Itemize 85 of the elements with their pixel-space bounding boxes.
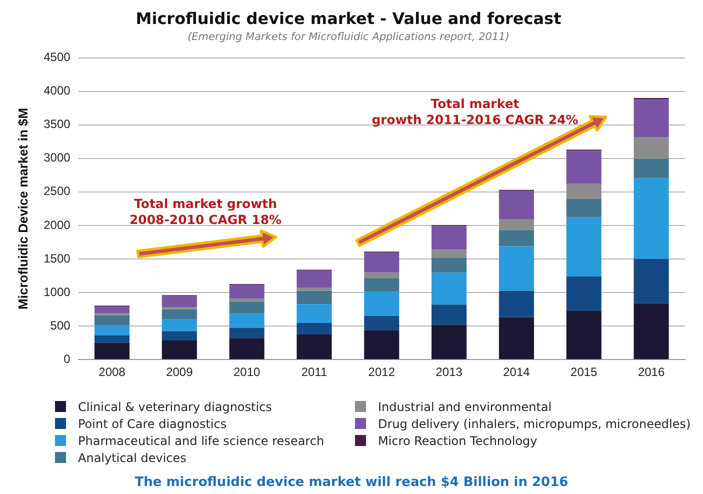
y-tick-label: 3500 bbox=[44, 117, 71, 132]
legend-label: Analytical devices bbox=[78, 450, 186, 464]
annotation: Total market growth 2008-2010 CAGR 18% bbox=[128, 196, 283, 228]
x-tick-label: 2012 bbox=[368, 365, 396, 380]
bar bbox=[296, 288, 332, 291]
chart-title: Microfluidic device market - Value and forecast bbox=[136, 8, 562, 28]
bar bbox=[432, 226, 467, 250]
bar bbox=[364, 252, 400, 272]
y-tick-label: 500 bbox=[50, 318, 71, 332]
bar bbox=[566, 276, 602, 311]
bar bbox=[566, 184, 602, 199]
y-tick-label: 4500 bbox=[44, 50, 71, 64]
bar bbox=[566, 198, 602, 218]
bar bbox=[498, 230, 534, 246]
bar bbox=[498, 219, 534, 230]
bar bbox=[498, 290, 534, 318]
bar bbox=[296, 270, 332, 288]
legend-label: Drug delivery (inhalers, micropumps, microneedles) bbox=[378, 416, 691, 430]
x-tick-label: 2009 bbox=[166, 365, 194, 380]
bar bbox=[634, 178, 669, 259]
bar bbox=[634, 158, 669, 178]
bar bbox=[94, 325, 130, 336]
legend-label: Micro Reaction Technology bbox=[378, 434, 538, 448]
bar bbox=[634, 99, 669, 137]
x-tick-label: 2010 bbox=[233, 365, 260, 380]
x-tick-label: 2011 bbox=[301, 365, 328, 380]
bar bbox=[566, 217, 602, 276]
bar bbox=[296, 290, 332, 304]
bar bbox=[162, 296, 197, 307]
bar bbox=[162, 319, 197, 332]
y-tick-label: 1000 bbox=[44, 284, 71, 299]
bar bbox=[566, 310, 602, 360]
bar bbox=[162, 306, 197, 310]
bar bbox=[364, 316, 400, 330]
bar bbox=[94, 342, 130, 360]
bar bbox=[364, 278, 400, 292]
bar bbox=[162, 309, 197, 320]
bar bbox=[364, 272, 400, 278]
bar bbox=[229, 285, 264, 299]
bar bbox=[296, 323, 332, 334]
legend-label: Industrial and environmental bbox=[378, 400, 552, 414]
bar bbox=[634, 303, 669, 360]
bar bbox=[229, 298, 264, 302]
bar bbox=[432, 250, 467, 258]
bar bbox=[566, 150, 602, 184]
bar bbox=[634, 259, 669, 304]
bar bbox=[162, 340, 197, 360]
y-tick-label: 1500 bbox=[44, 251, 71, 266]
bar bbox=[498, 190, 534, 220]
y-tick-label: 2500 bbox=[44, 184, 71, 198]
y-tick-label: 2000 bbox=[44, 218, 71, 232]
bar bbox=[432, 258, 467, 273]
bar bbox=[229, 302, 264, 314]
y-tick-label: 3000 bbox=[44, 150, 71, 165]
y-tick-label: 4000 bbox=[44, 84, 71, 98]
bar bbox=[94, 306, 130, 314]
bar bbox=[162, 331, 197, 340]
chart-subtitle: (Emerging Markets for Microfluidic Applications report, 2011) bbox=[188, 31, 510, 44]
bar bbox=[364, 292, 400, 316]
bar bbox=[432, 324, 467, 360]
bar bbox=[94, 335, 130, 343]
legend-label: Pharmaceutical and life science research bbox=[78, 434, 324, 448]
bar bbox=[498, 246, 534, 291]
legend-label: Point of Care diagnostics bbox=[78, 416, 227, 430]
bar bbox=[634, 136, 669, 159]
legend-label: Clinical & veterinary diagnostics bbox=[78, 400, 272, 414]
bar bbox=[94, 315, 130, 326]
x-tick-label: 2008 bbox=[98, 365, 126, 380]
annotation: Total market growth 2011-2016 CAGR 24% bbox=[370, 96, 580, 128]
bar bbox=[432, 304, 467, 325]
x-tick-label: 2015 bbox=[570, 365, 598, 380]
bar bbox=[296, 334, 332, 360]
bar bbox=[229, 328, 264, 338]
bar bbox=[229, 313, 264, 328]
x-tick-label: 2014 bbox=[503, 365, 530, 380]
y-axis-title: Microfluidic Device market in $M bbox=[15, 108, 30, 310]
bar bbox=[498, 317, 534, 360]
x-tick-label: 2016 bbox=[638, 365, 665, 380]
x-tick-label: 2013 bbox=[436, 365, 463, 380]
bar bbox=[296, 304, 332, 324]
bar bbox=[364, 330, 400, 360]
bar bbox=[432, 272, 467, 305]
text: The microfluidic device market will reach $4 Billion in 2016 bbox=[134, 475, 570, 491]
bar bbox=[229, 338, 264, 360]
y-tick-label: 0 bbox=[64, 352, 71, 366]
